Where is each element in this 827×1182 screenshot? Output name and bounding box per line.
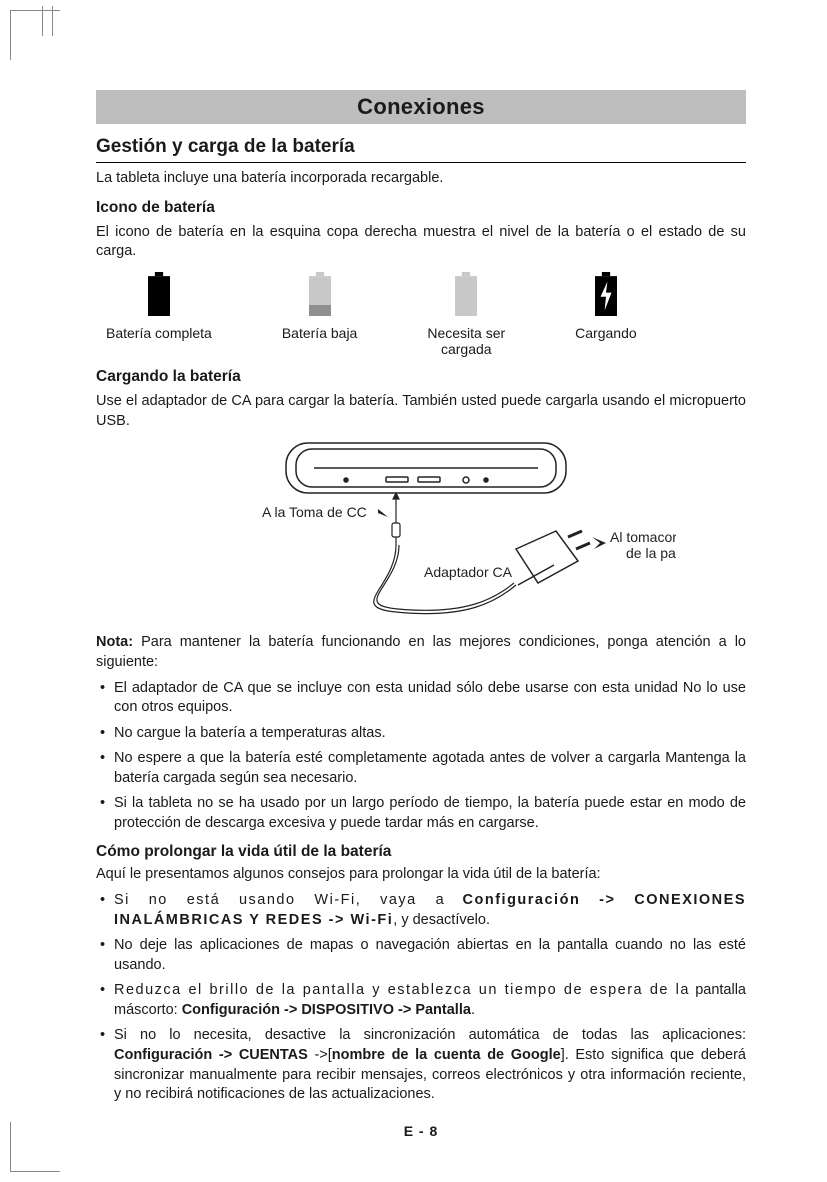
note-lead: Nota: Para mantener la batería funcionan… xyxy=(96,633,746,672)
prolong-bullet: Si no está usando Wi-Fi, vaya a Configur… xyxy=(114,891,746,930)
battery-empty-label: Necesita ser cargada xyxy=(427,325,505,359)
crop-mark-tick xyxy=(42,6,56,36)
section-heading: Gestión y carga de la batería xyxy=(96,136,746,163)
section-band: Conexiones xyxy=(96,90,746,124)
prolong-bullets: Si no está usando Wi-Fi, vaya a Configur… xyxy=(96,891,746,1105)
diagram-dc-label: A la Toma de CC xyxy=(262,504,367,520)
battery-charging-icon xyxy=(589,272,623,316)
battery-icon-heading: Icono de batería xyxy=(96,199,746,217)
battery-empty-icon xyxy=(449,272,483,316)
crop-mark-bottom-left xyxy=(10,1122,60,1172)
note-bullet: No cargue la batería a temperaturas alta… xyxy=(114,724,746,744)
prolong-heading: Cómo prolongar la vida útil de la baterí… xyxy=(96,843,746,861)
battery-icon-desc: El icono de batería en la esquina copa d… xyxy=(96,223,746,262)
prolong-bullet: Reduzca el brillo de la pantalla y estab… xyxy=(114,981,746,1020)
battery-low-label: Batería baja xyxy=(282,325,358,342)
page-content: Conexiones Gestión y carga de la batería… xyxy=(96,90,746,1139)
battery-charging-col: Cargando xyxy=(575,272,637,342)
battery-full-col: Batería completa xyxy=(106,272,212,342)
battery-charging-label: Cargando xyxy=(575,325,637,342)
note-lead-bold: Nota: xyxy=(96,634,133,650)
charging-diagram: A la Toma de CC Adaptador CA Al tomacorr… xyxy=(96,437,746,627)
prolong-bullet: No deje las aplicaciones de mapas o nave… xyxy=(114,936,746,975)
battery-full-icon xyxy=(142,272,176,316)
note-bullet: El adaptador de CA que se incluye con es… xyxy=(114,679,746,718)
diagram-adapter-label: Adaptador CA xyxy=(424,564,513,580)
battery-full-label: Batería completa xyxy=(106,325,212,342)
prolong-intro: Aquí le presentamos algunos consejos par… xyxy=(96,865,746,885)
battery-low-icon xyxy=(303,272,337,316)
charging-desc: Use el adaptador de CA para cargar la ba… xyxy=(96,392,746,431)
page-number: E - 8 xyxy=(96,1123,746,1139)
diagram-outlet-label-1: Al tomacorriente xyxy=(610,529,676,545)
note-bullets: El adaptador de CA que se incluye con es… xyxy=(96,679,746,834)
battery-empty-col: Necesita ser cargada xyxy=(427,272,505,359)
intro-text: La tableta incluye una batería incorpora… xyxy=(96,169,746,189)
note-bullet: No espere a que la batería esté completa… xyxy=(114,749,746,788)
charging-diagram-svg: A la Toma de CC Adaptador CA Al tomacorr… xyxy=(166,437,676,627)
diagram-outlet-label-2: de la pared xyxy=(626,545,676,561)
charging-heading: Cargando la batería xyxy=(96,368,746,386)
note-bullet: Si la tableta no se ha usado por un larg… xyxy=(114,794,746,833)
note-lead-rest: Para mantener la batería funcionando en … xyxy=(96,634,746,670)
prolong-bullet: Si no lo necesita, desactive la sincroni… xyxy=(114,1026,746,1104)
battery-low-col: Batería baja xyxy=(282,272,358,342)
crop-mark-tick2 xyxy=(52,6,53,36)
battery-icon-row: Batería completa Batería baja Necesita s… xyxy=(106,272,746,359)
